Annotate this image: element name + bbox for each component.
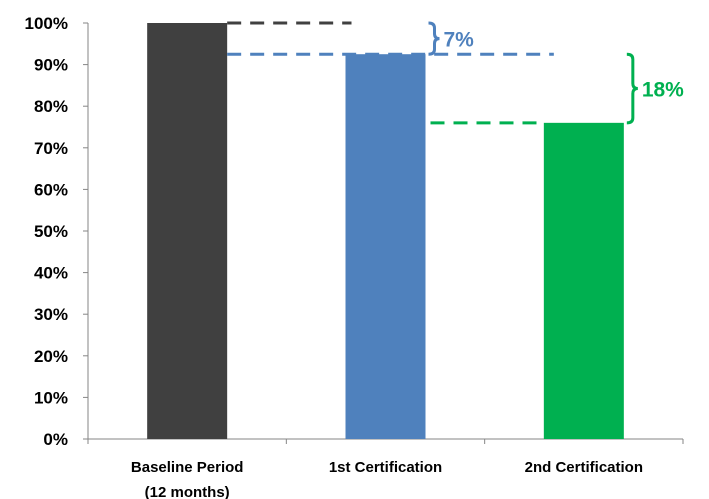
x-tick-label-line: 1st Certification	[329, 459, 442, 476]
y-tick-label: 70%	[34, 139, 68, 158]
x-tick-label: 2nd Certification	[525, 459, 643, 476]
x-tick-label-line: Baseline Period	[131, 459, 244, 476]
y-tick-label: 90%	[34, 56, 68, 75]
y-tick-label: 30%	[34, 305, 68, 324]
y-tick-label: 20%	[34, 347, 68, 366]
x-tick-label: Baseline Period (12 months)	[131, 459, 244, 499]
bar	[147, 23, 228, 439]
annotations: 7% 18%	[227, 21, 684, 125]
brace	[428, 21, 440, 56]
y-tick-label: 50%	[34, 222, 68, 241]
y-tick-label: 40%	[34, 264, 68, 283]
annotation-label: 18%	[642, 79, 684, 102]
bars	[147, 23, 624, 439]
bar	[345, 54, 426, 439]
y-tick-label: 10%	[34, 388, 68, 407]
x-tick-label-line: 2nd Certification	[525, 459, 643, 476]
annotation-label: 7%	[444, 29, 475, 52]
y-tick-label: 0%	[43, 430, 68, 449]
y-tick-label: 80%	[34, 97, 68, 116]
y-tick-label: 60%	[34, 180, 68, 199]
x-axis: Baseline Period (12 months) 1st Certificat…	[87, 438, 684, 499]
y-tick-label: 100%	[25, 14, 68, 33]
bar	[543, 122, 624, 439]
brace	[626, 52, 638, 125]
x-tick-label-line: (12 months)	[145, 484, 230, 499]
x-tick-label: 1st Certification	[329, 459, 442, 476]
y-axis: 0% 10% 20% 30% 40% 50% 60% 70% 80% 90% 100%	[25, 14, 89, 449]
